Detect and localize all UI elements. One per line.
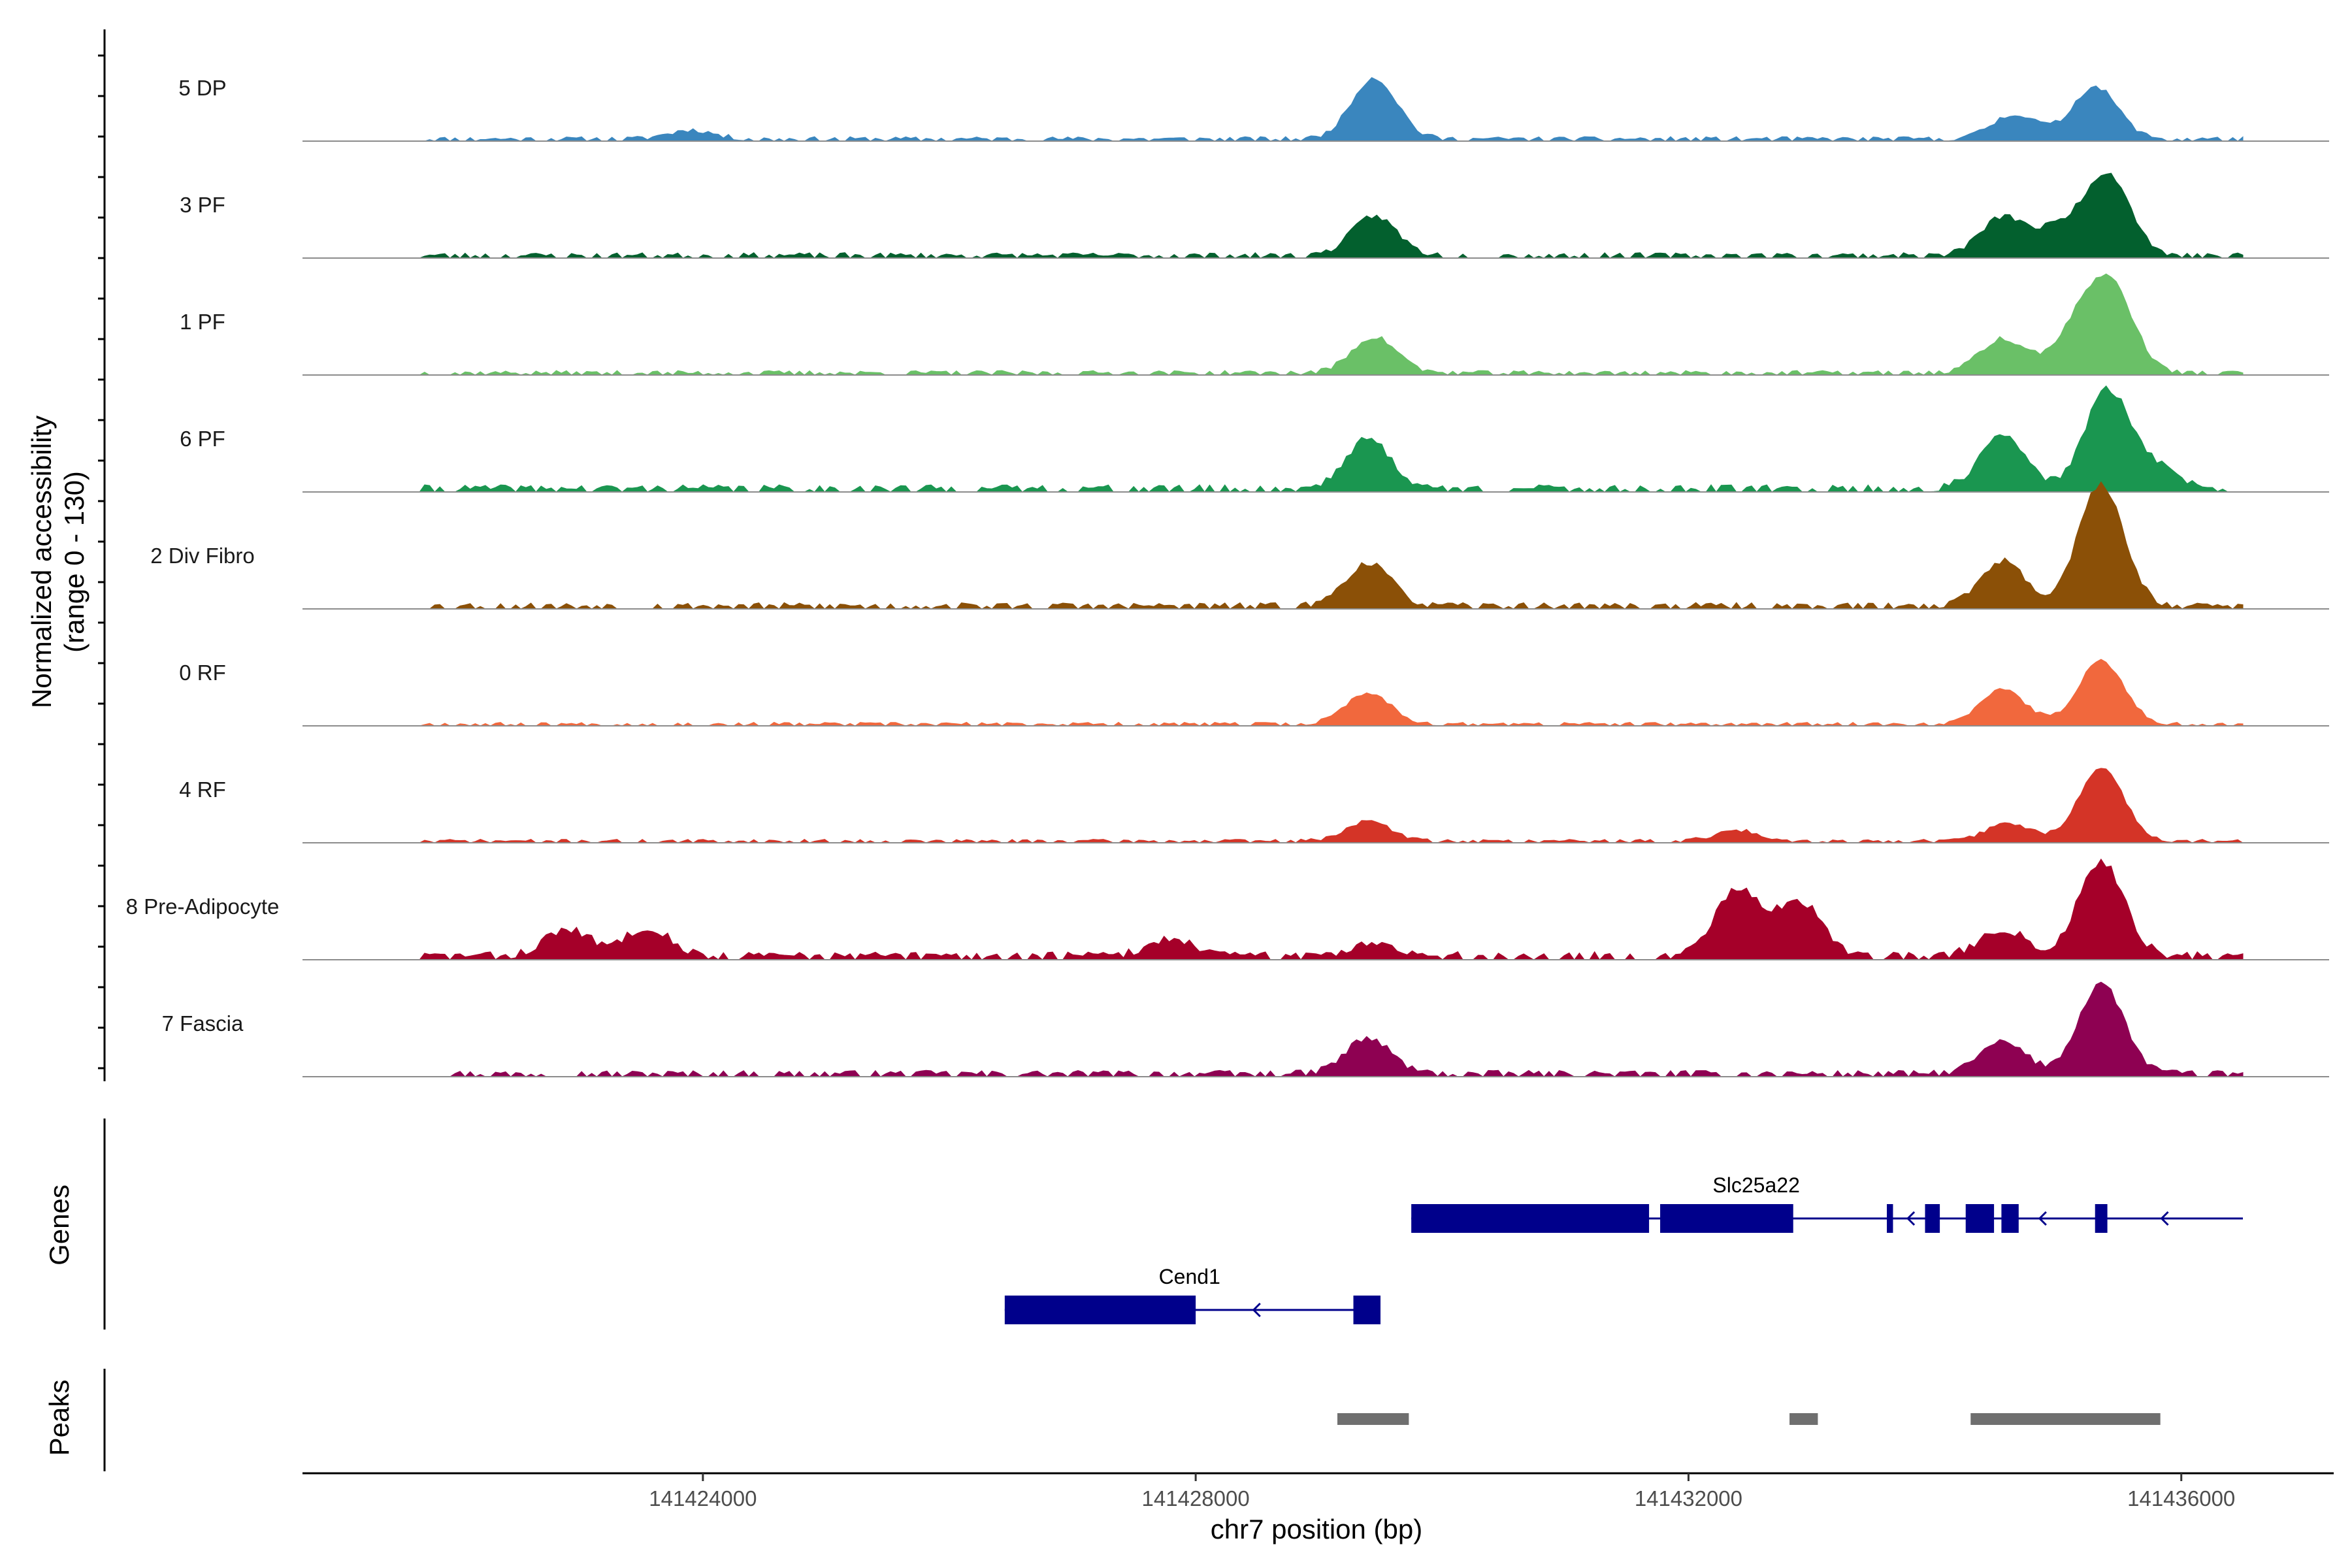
track-7-fascia: 7 Fascia bbox=[162, 981, 2329, 1077]
y-axis-title-line2: (range 0 - 130) bbox=[59, 471, 90, 653]
x-tick-label: 141428000 bbox=[1142, 1486, 1250, 1511]
strand-arrow bbox=[2038, 1211, 2047, 1226]
gene-exon bbox=[1660, 1204, 1793, 1233]
y-axis-title-line1: Normalized accessibility bbox=[26, 416, 57, 708]
genes-track: Slc25a22 Cend1 bbox=[103, 1119, 2243, 1330]
gene-exon bbox=[2001, 1204, 2019, 1233]
track-6-pf: 6 PF bbox=[180, 385, 2329, 493]
track-4-rf: 4 RF bbox=[179, 768, 2329, 843]
strand-arrow bbox=[2160, 1211, 2169, 1226]
strand-arrow bbox=[1252, 1302, 1261, 1318]
track-8-pre-adipocyte: 8 Pre-Adipocyte bbox=[126, 858, 2329, 960]
gene-exon bbox=[1887, 1204, 1893, 1233]
track-label: 0 RF bbox=[179, 661, 226, 685]
gene-exon bbox=[1965, 1204, 1995, 1233]
gene-exon bbox=[2095, 1204, 2108, 1233]
track-1-pf: 1 PF bbox=[180, 273, 2329, 376]
track-2-div-fibro: 2 Div Fibro bbox=[150, 481, 2329, 610]
coverage-area bbox=[419, 981, 2244, 1077]
x-axis-title: chr7 position (bp) bbox=[1211, 1514, 1423, 1544]
track-label: 8 Pre-Adipocyte bbox=[126, 894, 280, 919]
gene-slc25a22: Slc25a22 bbox=[1411, 1173, 2243, 1233]
coverage-area bbox=[419, 858, 2244, 960]
track-label: 5 DP bbox=[178, 76, 226, 100]
genes-track-title: Genes bbox=[44, 1184, 74, 1266]
peak-region bbox=[1789, 1413, 1818, 1425]
strand-arrow bbox=[1906, 1211, 1916, 1226]
track-label: 2 Div Fibro bbox=[150, 544, 255, 568]
coverage-area bbox=[419, 385, 2243, 493]
gene-label: Slc25a22 bbox=[1712, 1173, 1799, 1197]
track-label: 4 RF bbox=[179, 777, 226, 802]
peak-region bbox=[1337, 1413, 1409, 1425]
position-x-axis: 141424000 141428000 141432000 141436000 bbox=[302, 1472, 2334, 1511]
track-label: 3 PF bbox=[180, 193, 225, 217]
coverage-area bbox=[419, 659, 2244, 727]
gene-exon bbox=[1353, 1296, 1380, 1324]
coverage-area bbox=[419, 481, 2244, 610]
track-label: 1 PF bbox=[180, 310, 225, 334]
coverage-area bbox=[418, 273, 2244, 376]
gene-label: Cend1 bbox=[1159, 1265, 1220, 1288]
gene-exon bbox=[1925, 1204, 1940, 1233]
gene-cend1: Cend1 bbox=[1004, 1265, 1380, 1324]
track-label: 6 PF bbox=[180, 427, 225, 451]
x-tick-label: 141436000 bbox=[2127, 1486, 2235, 1511]
gene-exon bbox=[1411, 1204, 1650, 1233]
peaks-track-title: Peaks bbox=[44, 1380, 74, 1456]
coverage-tracks: 5 DP 3 PF 1 PF 6 PF 2 Div Fibro 0 RF 4 RF 8 Pre… bbox=[126, 76, 2329, 1077]
track-3-pf: 3 PF bbox=[180, 172, 2329, 259]
x-tick-label: 141432000 bbox=[1635, 1486, 1742, 1511]
coverage-area bbox=[419, 172, 2244, 259]
track-5-dp: 5 DP bbox=[178, 76, 2329, 142]
x-tick-label: 141424000 bbox=[649, 1486, 757, 1511]
track-label: 7 Fascia bbox=[162, 1011, 244, 1036]
accessibility-y-axis bbox=[98, 29, 106, 1081]
track-0-rf: 0 RF bbox=[179, 659, 2329, 727]
gene-exon bbox=[1004, 1296, 1196, 1324]
peak-region bbox=[1970, 1413, 2161, 1425]
peaks-track bbox=[103, 1369, 2161, 1471]
